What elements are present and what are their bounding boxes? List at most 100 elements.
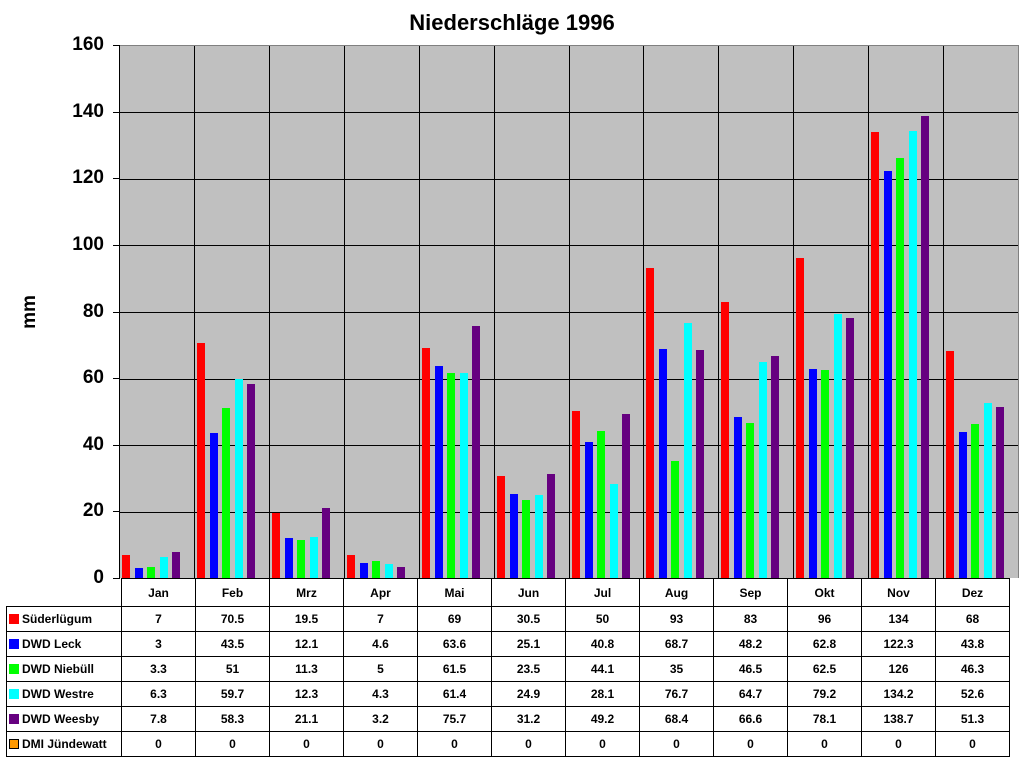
gridline-vertical [943, 46, 944, 578]
bar [746, 423, 754, 578]
bar [347, 554, 355, 578]
gridline-vertical [868, 46, 869, 578]
bar [147, 567, 155, 578]
gridline-vertical [718, 46, 719, 578]
table-cell: 25.1 [491, 631, 566, 657]
table-cell: 64.7 [713, 681, 788, 707]
series-legend: DWD Leck [6, 631, 122, 657]
bar [297, 540, 305, 578]
table-cell: 75.7 [417, 706, 492, 732]
bar [447, 373, 455, 578]
y-tick-label: 160 [72, 34, 104, 55]
table-cell: 4.3 [343, 681, 418, 707]
table-cell: 68 [935, 606, 1010, 632]
table-cell: 59.7 [195, 681, 270, 707]
bar [535, 495, 543, 578]
gridline-vertical [643, 46, 644, 578]
table-row: Süderlügum 7 70.5 19.5 7 69 30.5 50 93 83 96 134 68 [6, 606, 1010, 632]
table-cell: 51 [195, 656, 270, 682]
category-label: Okt [787, 578, 862, 607]
bar [522, 499, 530, 578]
table-cell: 134.2 [861, 681, 936, 707]
category-label: Sep [713, 578, 788, 607]
bar [285, 537, 293, 578]
table-cell: 62.8 [787, 631, 862, 657]
table-cell: 83 [713, 606, 788, 632]
gridline-vertical [344, 46, 345, 578]
data-table: Jan Feb Mrz Apr Mai Jun Jul Aug Sep Okt Nov Dez Süde… [6, 578, 1010, 757]
bar [597, 431, 605, 578]
gridline-vertical [419, 46, 420, 578]
bar [671, 461, 679, 578]
legend-swatch-icon [9, 739, 19, 749]
table-cell: 69 [417, 606, 492, 632]
y-tick [113, 444, 120, 446]
table-cell: 0 [121, 731, 196, 757]
category-label: Dez [935, 578, 1010, 607]
bar [247, 383, 255, 578]
legend-swatch-icon [9, 664, 19, 674]
y-tick-label: 100 [72, 233, 104, 255]
y-tick [113, 244, 120, 246]
table-cell: 11.3 [269, 656, 344, 682]
table-cell: 51.3 [935, 706, 1010, 732]
bar [896, 158, 904, 578]
table-cell: 46.3 [935, 656, 1010, 682]
bar [646, 268, 654, 578]
category-label: Jan [121, 578, 196, 607]
table-cell: 3.2 [343, 706, 418, 732]
bar [547, 474, 555, 578]
bar [821, 369, 829, 578]
legend-swatch-icon [9, 639, 19, 649]
bar [946, 351, 954, 578]
bar [834, 314, 842, 578]
table-cell: 0 [565, 731, 640, 757]
table-cell: 49.2 [565, 706, 640, 732]
category-label: Feb [195, 578, 270, 607]
bar [734, 417, 742, 578]
bar [172, 552, 180, 578]
table-cell: 7 [121, 606, 196, 632]
category-label: Mrz [269, 578, 344, 607]
table-cell: 21.1 [269, 706, 344, 732]
table-cell: 52.6 [935, 681, 1010, 707]
table-cell: 68.4 [639, 706, 714, 732]
table-cell: 122.3 [861, 631, 936, 657]
table-cell: 4.6 [343, 631, 418, 657]
table-cell: 58.3 [195, 706, 270, 732]
bar [572, 411, 580, 578]
bar [422, 348, 430, 578]
table-cell: 7.8 [121, 706, 196, 732]
bar [921, 115, 929, 578]
y-tick [113, 311, 120, 313]
bar [322, 507, 330, 578]
table-cell: 19.5 [269, 606, 344, 632]
bar [884, 170, 892, 578]
table-cell: 23.5 [491, 656, 566, 682]
table-cell: 28.1 [565, 681, 640, 707]
table-cell: 35 [639, 656, 714, 682]
y-tick-label: 20 [82, 500, 104, 522]
bar [235, 379, 243, 578]
table-row: DMI Jündewatt 0 0 0 0 0 0 0 0 0 0 0 0 [6, 731, 1010, 757]
table-row: DWD Leck 3 43.5 12.1 4.6 63.6 25.1 40.8 68.7 48.2… [6, 631, 1010, 657]
series-legend: DMI Jündewatt [6, 731, 122, 757]
gridline-vertical [793, 46, 794, 578]
series-name: DWD Leck [22, 637, 82, 651]
category-label: Nov [861, 578, 936, 607]
table-cell: 24.9 [491, 681, 566, 707]
y-tick-label: 60 [82, 367, 104, 389]
table-cell: 138.7 [861, 706, 936, 732]
table-corner [6, 578, 122, 607]
table-cell: 31.2 [491, 706, 566, 732]
table-cell: 61.4 [417, 681, 492, 707]
bar [497, 476, 505, 578]
category-label: Jun [491, 578, 566, 607]
series-name: DWD Weesby [22, 712, 100, 726]
gridline-vertical [269, 46, 270, 578]
table-cell: 0 [195, 731, 270, 757]
bar [397, 567, 405, 578]
table-cell: 76.7 [639, 681, 714, 707]
table-cell: 0 [269, 731, 344, 757]
bar [122, 554, 130, 578]
